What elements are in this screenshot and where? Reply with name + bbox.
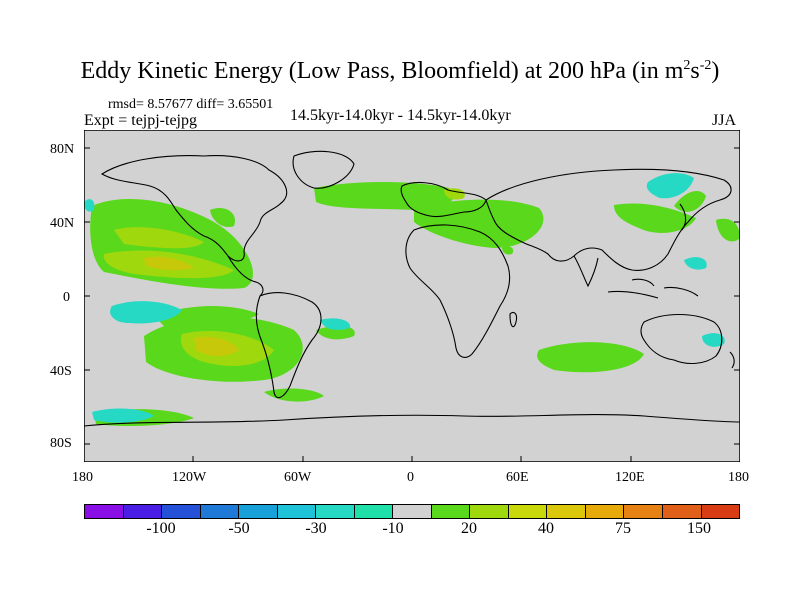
- colorbar: [84, 504, 740, 519]
- lon-label-180e: 180: [728, 470, 749, 485]
- colorbar-swatch: [508, 505, 548, 518]
- colorbar-swatch: [85, 505, 124, 518]
- colorbar-label: -50: [228, 520, 250, 537]
- lon-label-180w: 180: [72, 470, 93, 485]
- colorbar-swatch: [547, 505, 586, 518]
- experiment-label: Expt = tejpj-tejpg: [84, 112, 197, 129]
- lat-label-80s: 80S: [50, 436, 72, 451]
- colorbar-swatch: [624, 505, 663, 518]
- colorbar-swatch: [162, 505, 201, 518]
- lon-label-120e: 120E: [615, 470, 645, 485]
- lon-label-60e: 60E: [506, 470, 529, 485]
- colorbar-label: -10: [382, 520, 404, 537]
- colorbar-label: 150: [687, 520, 711, 537]
- colorbar-swatch: [393, 505, 432, 518]
- colorbar-label: 40: [538, 520, 554, 537]
- high-anomaly-patches: [144, 256, 239, 356]
- colorbar-swatch: [585, 505, 625, 518]
- colorbar-swatch: [662, 505, 702, 518]
- colorbar-swatch: [701, 505, 740, 518]
- lat-label-40n: 40N: [50, 216, 75, 231]
- coastlines: [84, 150, 740, 427]
- lat-label-eq: 0: [63, 290, 70, 305]
- colorbar-swatch: [277, 505, 317, 518]
- lon-label-120w: 120W: [172, 470, 207, 485]
- chart-title: Eddy Kinetic Energy (Low Pass, Bloomfiel…: [80, 58, 720, 84]
- lat-label-80n: 80N: [50, 142, 75, 157]
- colorbar-swatch: [431, 505, 471, 518]
- colorbar-label: -30: [305, 520, 327, 537]
- run-label: 14.5kyr-14.0kyr - 14.5kyr-14.0kyr: [290, 107, 511, 124]
- lat-label-40s: 40S: [50, 364, 72, 379]
- colorbar-label: 75: [615, 520, 631, 537]
- colorbar-swatch: [354, 505, 394, 518]
- lon-label-0: 0: [407, 470, 414, 485]
- stats-text: rmsd= 8.57677 diff= 3.65501: [108, 97, 274, 112]
- colorbar-swatch: [470, 505, 509, 518]
- negative-anomaly-patches: [84, 173, 725, 423]
- colorbar-swatch: [123, 505, 163, 518]
- colorbar-label: -100: [146, 520, 176, 537]
- world-map: [84, 130, 740, 462]
- colorbar-swatch: [316, 505, 355, 518]
- colorbar-swatch: [239, 505, 278, 518]
- lon-label-60w: 60W: [284, 470, 312, 485]
- map-background: [84, 130, 740, 462]
- colorbar-swatch: [200, 505, 240, 518]
- colorbar-label: 20: [461, 520, 477, 537]
- season-label: JJA: [712, 112, 737, 129]
- map-ticks: [84, 147, 740, 462]
